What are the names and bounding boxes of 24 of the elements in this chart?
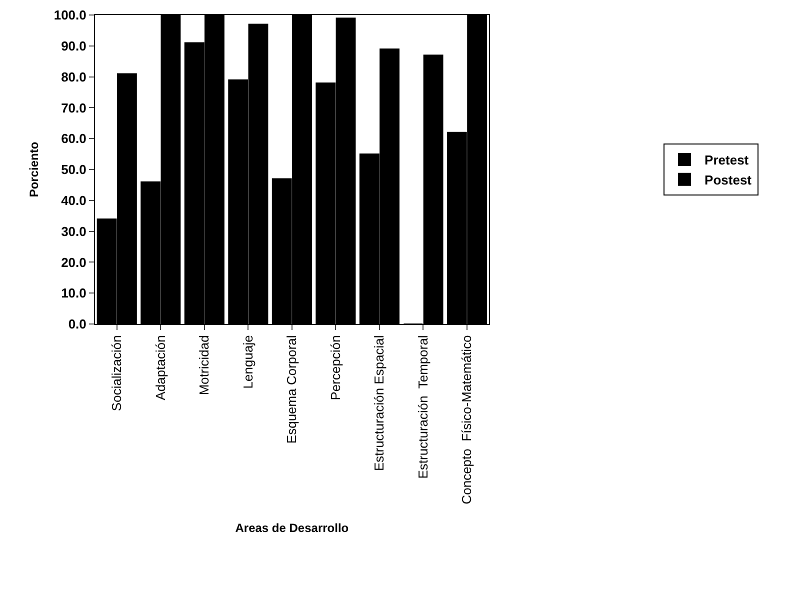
legend-label: Pretest: [704, 152, 750, 168]
y-tick-label: 70.0: [61, 100, 86, 116]
y-tick-label: 80.0: [61, 69, 86, 84]
y-tick-label: 90.0: [61, 38, 86, 54]
x-tick-label: Concepto Físico-Matemático: [459, 335, 474, 504]
x-tick-label: Esquema Corporal: [284, 335, 300, 444]
x-tick-label: Motricidad: [196, 335, 212, 396]
y-tick-label: 10.0: [61, 286, 86, 301]
x-tick-label: Adaptación: [152, 335, 168, 400]
y-tick-label: 0.0: [68, 316, 86, 332]
y-axis-title: Porciento: [27, 142, 42, 198]
y-tick-label: 30.0: [61, 224, 86, 239]
y-tick-label: 20.0: [61, 254, 86, 270]
x-tick-label: Lenguaje: [240, 335, 256, 389]
x-tick-label: Estructuración Espacial: [372, 335, 387, 472]
x-tick-label: Estructuración Temporal: [415, 335, 430, 479]
x-axis-title: Areas de Desarrollo: [235, 521, 349, 536]
y-tick-label: 50.0: [61, 162, 86, 178]
y-tick-label: 40.0: [61, 192, 86, 208]
x-tick-label: Percepción: [328, 335, 343, 400]
y-tick-label: 100.0: [54, 8, 86, 23]
legend-label: Postest: [704, 172, 752, 188]
x-tick-label: Socialización: [109, 335, 124, 412]
y-tick-label: 60.0: [61, 131, 86, 146]
